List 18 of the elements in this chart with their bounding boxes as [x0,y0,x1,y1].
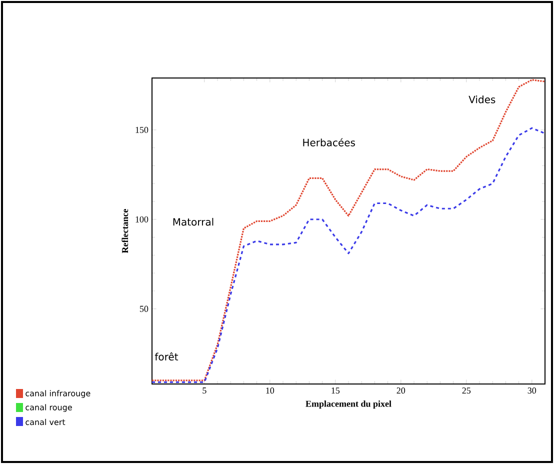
x-tick-label: 10 [266,388,274,394]
x-tick-label: 15 [332,388,340,394]
y-tick-label: 100 [136,216,148,222]
legend-label: canal infrarouge [26,390,90,398]
x-tick-label: 5 [202,388,206,394]
y-tick-label: 150 [136,126,148,133]
x-tick-label: 30 [528,388,536,394]
annotation: forêt [154,352,178,361]
y-tick-label: 50 [140,306,148,312]
annotation: Vides [468,96,496,104]
x-tick-label: 20 [396,388,406,394]
x-axis-title: Emplacement du pixel [306,400,392,409]
legend-label: canal rouge [26,404,72,412]
legend-label: canal vert [26,418,66,426]
y-axis-title: Reflectance [122,208,128,254]
annotation: Matorral [173,218,214,226]
x-tick-label: 25 [462,388,471,394]
annotation: Herbacées [303,138,355,146]
